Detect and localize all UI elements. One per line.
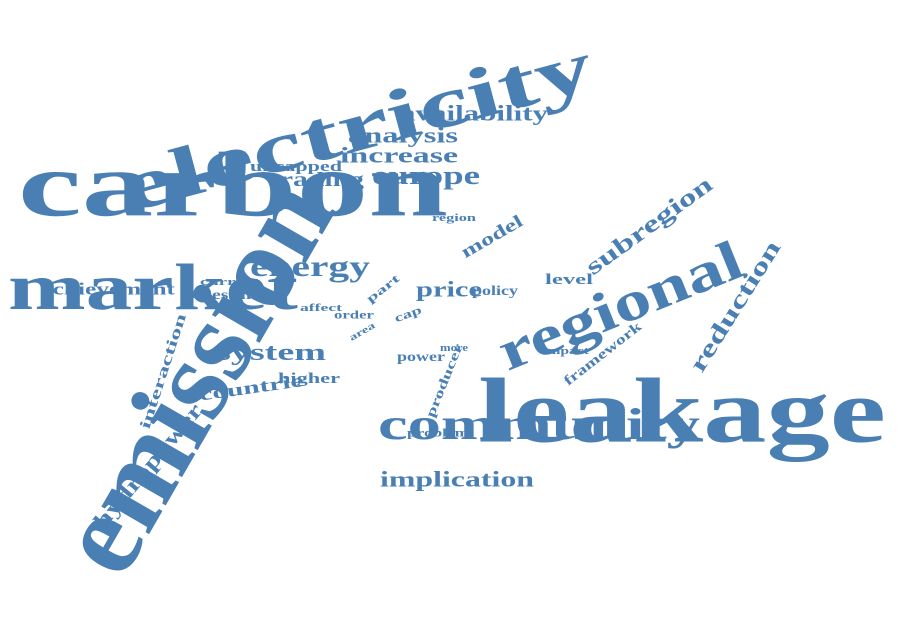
word-policy: policy <box>472 283 518 299</box>
word-estimate: estimate <box>212 287 282 303</box>
word-cap: cap <box>392 302 424 326</box>
word-uncapped: uncapped <box>250 159 342 175</box>
word-leakage: leakage <box>478 359 886 462</box>
word-problem: problem <box>407 425 469 440</box>
word-europe: europe <box>372 161 480 191</box>
word-power: power <box>397 349 445 365</box>
word-availability: availability <box>400 100 548 126</box>
word-market: market <box>8 251 298 325</box>
word-achievement: achievement <box>40 279 175 299</box>
word-more: more <box>440 343 468 354</box>
word-current: current <box>200 276 260 289</box>
word-trading: trading <box>270 169 364 191</box>
word-analysis: analysis <box>348 122 458 148</box>
word-level: level <box>545 272 593 288</box>
word-implication: implication <box>380 466 534 492</box>
word-impact: impact <box>543 345 589 358</box>
word-energy: energy <box>250 250 370 283</box>
word-region: region <box>432 213 476 224</box>
word-affect: affect <box>300 303 342 314</box>
word-system: system <box>216 339 326 366</box>
word-carbon: carbon <box>18 133 448 236</box>
word-community: community <box>378 399 700 449</box>
word-higher: higher <box>278 371 340 387</box>
word-area: area <box>347 320 378 344</box>
word-increase: increase <box>340 142 458 168</box>
word-order: order <box>334 307 374 322</box>
word-price: price <box>416 276 482 302</box>
